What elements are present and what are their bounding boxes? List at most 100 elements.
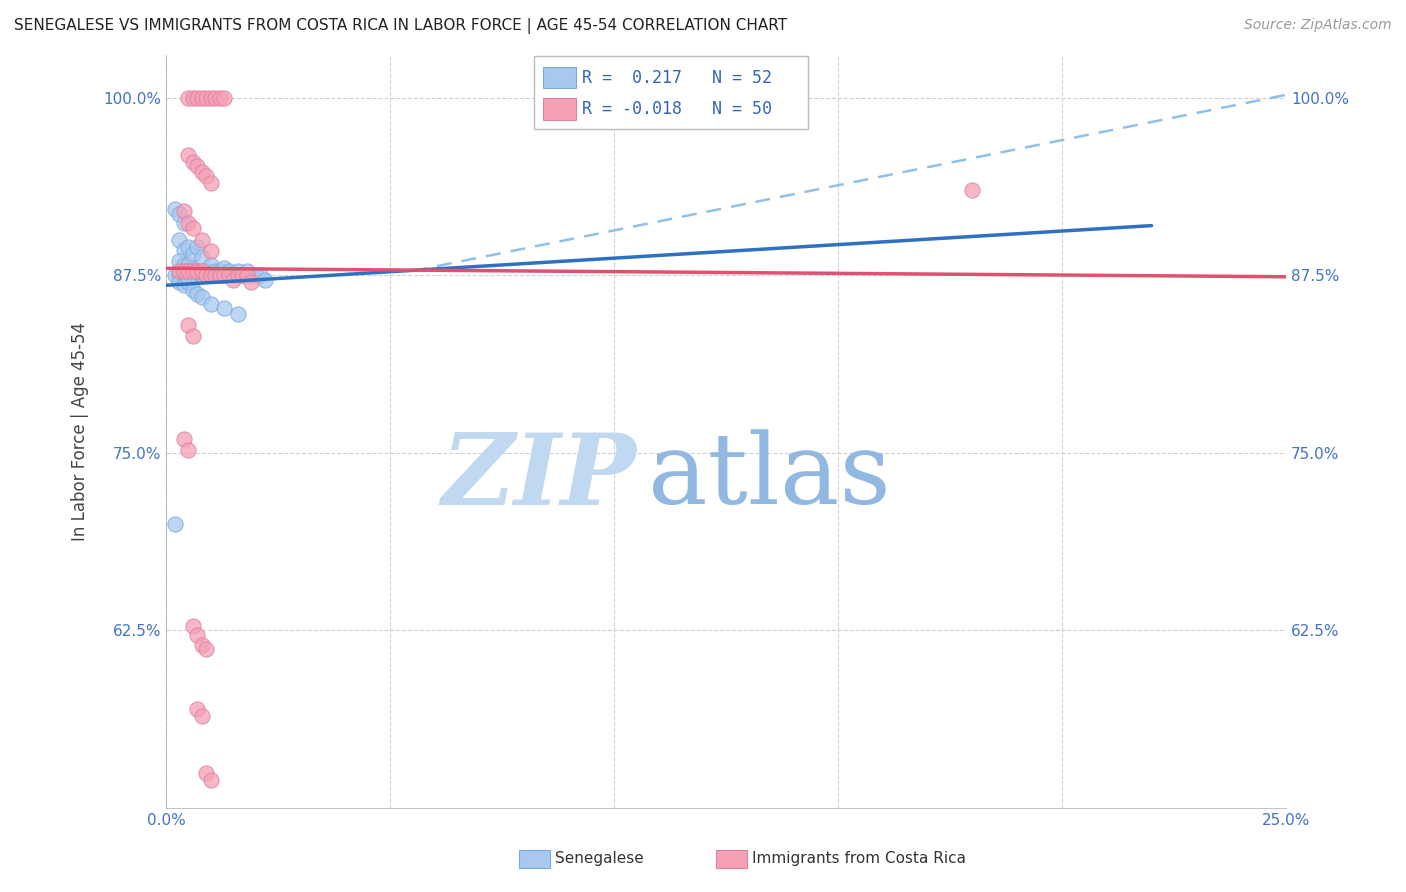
Point bbox=[186, 701, 208, 715]
Point bbox=[226, 307, 249, 321]
Point bbox=[195, 169, 218, 183]
Point bbox=[173, 264, 195, 278]
Point bbox=[169, 254, 191, 268]
Text: atlas: atlas bbox=[648, 429, 890, 524]
Point bbox=[163, 516, 186, 531]
Point bbox=[191, 264, 214, 278]
Point bbox=[181, 154, 204, 169]
Point bbox=[204, 91, 226, 105]
Point bbox=[173, 216, 195, 230]
Point bbox=[200, 176, 222, 190]
Point bbox=[173, 259, 195, 273]
Point bbox=[240, 268, 263, 283]
Point bbox=[195, 91, 218, 105]
Point bbox=[169, 264, 191, 278]
Text: ZIP: ZIP bbox=[441, 428, 637, 525]
Point bbox=[173, 278, 195, 293]
Point bbox=[231, 268, 253, 283]
Point bbox=[195, 264, 218, 278]
Point bbox=[204, 264, 226, 278]
Point bbox=[173, 204, 195, 219]
Point bbox=[200, 244, 222, 259]
Point bbox=[204, 268, 226, 283]
Point bbox=[181, 283, 204, 297]
Text: R = -0.018   N = 50: R = -0.018 N = 50 bbox=[582, 100, 772, 118]
Point bbox=[212, 301, 235, 315]
Point bbox=[200, 259, 222, 273]
Point bbox=[226, 264, 249, 278]
Point bbox=[181, 268, 204, 283]
Point bbox=[186, 628, 208, 642]
Point bbox=[169, 276, 191, 290]
Point bbox=[212, 268, 235, 283]
Point bbox=[186, 264, 208, 278]
Point bbox=[195, 268, 218, 283]
Text: Source: ZipAtlas.com: Source: ZipAtlas.com bbox=[1244, 18, 1392, 32]
Point bbox=[200, 268, 222, 283]
Point bbox=[177, 264, 200, 278]
Point bbox=[186, 91, 208, 105]
Point bbox=[226, 268, 249, 283]
Point bbox=[200, 91, 222, 105]
Point bbox=[186, 159, 208, 173]
Point bbox=[173, 432, 195, 446]
Point bbox=[200, 297, 222, 311]
Text: SENEGALESE VS IMMIGRANTS FROM COSTA RICA IN LABOR FORCE | AGE 45-54 CORRELATION : SENEGALESE VS IMMIGRANTS FROM COSTA RICA… bbox=[14, 18, 787, 34]
Point bbox=[173, 243, 195, 257]
Point bbox=[186, 286, 208, 301]
Text: R =  0.217   N = 52: R = 0.217 N = 52 bbox=[582, 69, 772, 87]
Point bbox=[240, 276, 263, 290]
Point bbox=[181, 329, 204, 343]
Point bbox=[163, 268, 186, 283]
Point bbox=[177, 318, 200, 332]
Point bbox=[212, 91, 235, 105]
Point bbox=[195, 268, 218, 283]
Text: Immigrants from Costa Rica: Immigrants from Costa Rica bbox=[752, 852, 966, 866]
Point bbox=[235, 264, 257, 278]
Point bbox=[181, 247, 204, 261]
Point bbox=[186, 268, 208, 283]
Point bbox=[177, 264, 200, 278]
Point bbox=[208, 91, 231, 105]
Point bbox=[191, 164, 214, 178]
Point bbox=[173, 268, 195, 283]
Point bbox=[191, 91, 214, 105]
Point bbox=[177, 268, 200, 283]
Point bbox=[177, 240, 200, 254]
Point bbox=[208, 268, 231, 283]
Point bbox=[195, 765, 218, 780]
Point bbox=[191, 268, 214, 283]
Point bbox=[222, 268, 245, 283]
Point bbox=[962, 183, 984, 197]
Point bbox=[191, 638, 214, 652]
Point bbox=[191, 250, 214, 264]
Point bbox=[253, 272, 276, 286]
Point bbox=[169, 207, 191, 221]
Point bbox=[204, 268, 226, 283]
Point bbox=[186, 264, 208, 278]
Point bbox=[245, 268, 267, 283]
Point bbox=[177, 443, 200, 458]
Point bbox=[181, 264, 204, 278]
Point bbox=[177, 276, 200, 290]
Point bbox=[181, 264, 204, 278]
Point bbox=[235, 268, 257, 283]
Point bbox=[200, 772, 222, 787]
Point bbox=[181, 619, 204, 633]
Point bbox=[191, 233, 214, 247]
Point bbox=[222, 272, 245, 286]
Point bbox=[163, 202, 186, 216]
Point bbox=[195, 642, 218, 657]
Point bbox=[191, 290, 214, 304]
Point bbox=[169, 268, 191, 283]
Point bbox=[177, 147, 200, 161]
Point bbox=[208, 268, 231, 283]
Point bbox=[212, 261, 235, 276]
Point bbox=[218, 264, 240, 278]
Y-axis label: In Labor Force | Age 45-54: In Labor Force | Age 45-54 bbox=[72, 322, 89, 541]
Point bbox=[249, 268, 271, 283]
Point bbox=[218, 268, 240, 283]
Point bbox=[212, 268, 235, 283]
Point bbox=[186, 240, 208, 254]
Point bbox=[191, 708, 214, 723]
